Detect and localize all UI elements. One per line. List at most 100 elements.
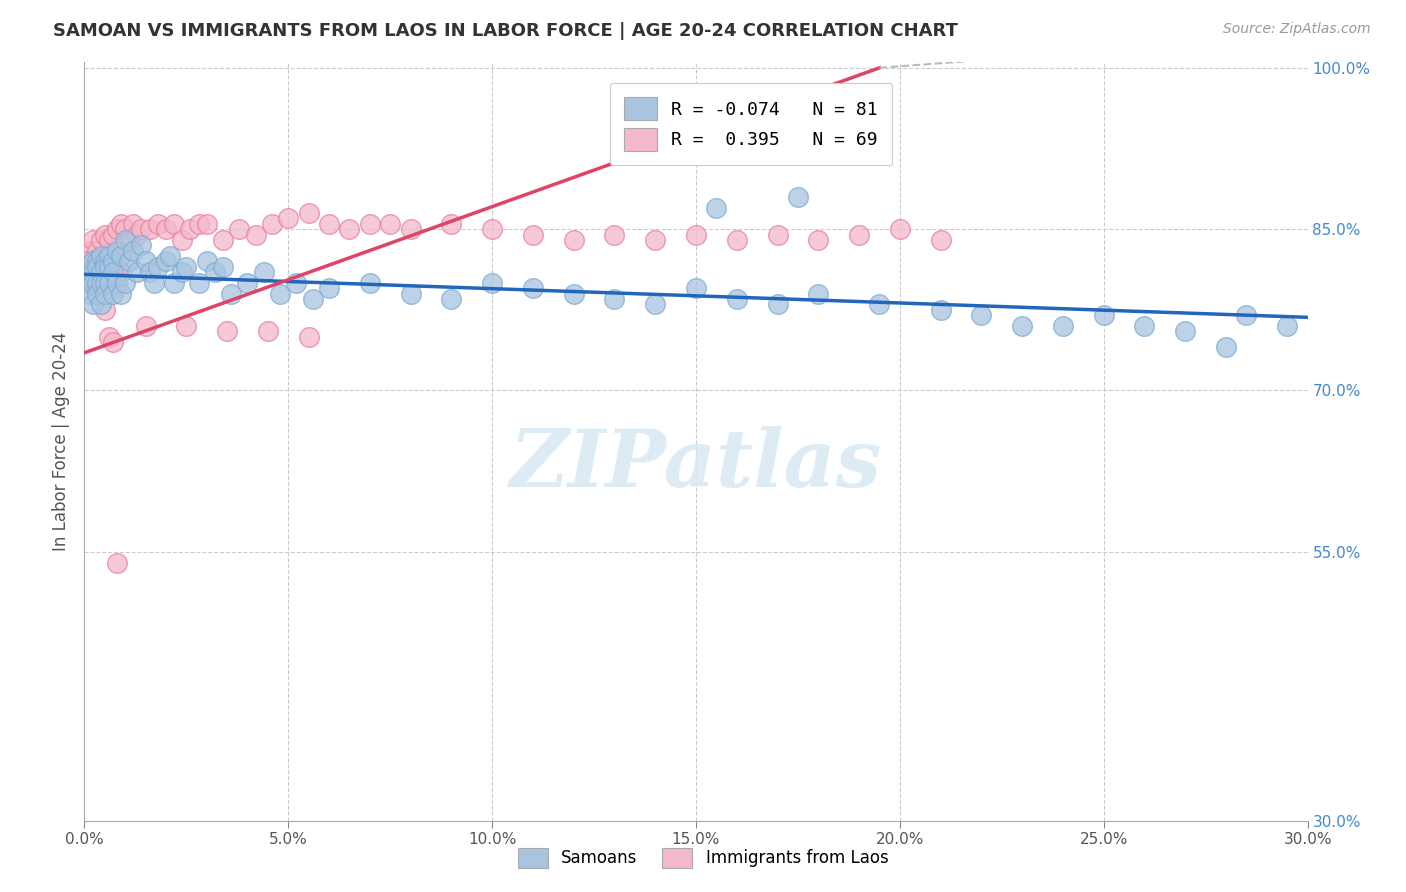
Point [90, 249, 112, 263]
Point [155, 222, 177, 236]
Point [135, 318, 157, 333]
Point [1092, 308, 1115, 322]
Point [807, 286, 830, 301]
Point [90, 297, 112, 311]
Point [101, 265, 124, 279]
Point [97, 260, 120, 274]
Point [318, 281, 340, 295]
Point [97, 276, 120, 290]
Point [440, 292, 463, 306]
Point [298, 329, 321, 343]
Point [90, 254, 112, 268]
Point [77, 276, 100, 290]
Point [253, 265, 276, 279]
Point [101, 227, 124, 242]
Point [179, 222, 201, 236]
Point [440, 217, 463, 231]
Point [481, 276, 503, 290]
Point [114, 233, 136, 247]
Point [869, 297, 891, 311]
Point [82, 233, 104, 247]
Point [90, 276, 112, 290]
Point [848, 227, 870, 242]
Point [131, 238, 153, 252]
Point [101, 334, 124, 349]
Point [114, 222, 136, 236]
Point [86, 276, 108, 290]
Text: Source: ZipAtlas.com: Source: ZipAtlas.com [1223, 22, 1371, 37]
Point [603, 227, 626, 242]
Point [399, 222, 422, 236]
Point [685, 281, 707, 295]
Point [105, 260, 128, 274]
Point [187, 276, 209, 290]
Point [93, 227, 115, 242]
Point [90, 276, 112, 290]
Point [706, 201, 728, 215]
Point [77, 244, 100, 258]
Point [82, 265, 104, 279]
Point [195, 217, 218, 231]
Point [644, 297, 666, 311]
Point [236, 276, 259, 290]
Point [163, 217, 186, 231]
Point [101, 254, 124, 268]
Point [245, 227, 267, 242]
Point [159, 249, 181, 263]
Point [86, 254, 108, 268]
Point [77, 286, 100, 301]
Text: ZIPatlas: ZIPatlas [510, 425, 882, 503]
Point [127, 227, 149, 242]
Point [603, 292, 626, 306]
Point [929, 302, 952, 317]
Point [77, 265, 100, 279]
Point [665, 136, 688, 150]
Point [219, 286, 242, 301]
Point [82, 276, 104, 290]
Point [82, 276, 104, 290]
Point [399, 286, 422, 301]
Point [122, 217, 145, 231]
Point [82, 254, 104, 268]
Point [97, 329, 120, 343]
Point [1174, 324, 1197, 338]
Point [172, 265, 194, 279]
Point [725, 233, 748, 247]
Point [86, 244, 108, 258]
Point [122, 244, 145, 258]
Point [257, 324, 280, 338]
Point [86, 260, 108, 274]
Point [93, 286, 115, 301]
Point [105, 244, 128, 258]
Point [787, 190, 810, 204]
Point [1236, 308, 1258, 322]
Point [260, 217, 283, 231]
Point [77, 276, 100, 290]
Point [725, 292, 748, 306]
Point [1215, 341, 1237, 355]
Point [228, 222, 250, 236]
Point [269, 286, 291, 301]
Point [174, 318, 197, 333]
Point [481, 222, 503, 236]
Point [163, 276, 186, 290]
Point [97, 265, 120, 279]
Point [86, 281, 108, 295]
Point [93, 260, 115, 274]
Legend: R = -0.074   N = 81, R =  0.395   N = 69: R = -0.074 N = 81, R = 0.395 N = 69 [610, 83, 893, 165]
Point [380, 217, 402, 231]
Point [172, 233, 194, 247]
Point [127, 265, 149, 279]
Point [359, 276, 381, 290]
Point [339, 222, 361, 236]
Legend: Samoans, Immigrants from Laos: Samoans, Immigrants from Laos [510, 841, 896, 875]
Point [644, 233, 666, 247]
Point [105, 556, 128, 570]
Point [766, 297, 789, 311]
Point [685, 227, 707, 242]
Point [217, 324, 239, 338]
Point [155, 254, 177, 268]
Point [1052, 318, 1074, 333]
Point [118, 233, 141, 247]
Point [301, 292, 323, 306]
